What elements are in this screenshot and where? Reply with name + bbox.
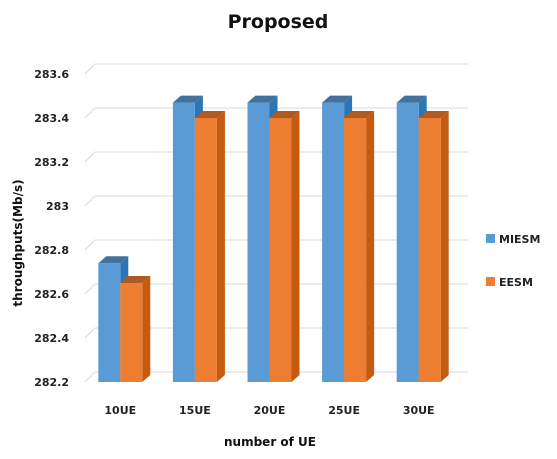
bar-side-eesm — [142, 276, 151, 382]
x-tick-label: 15UE — [179, 404, 211, 417]
y-tick-label: 282.2 — [34, 376, 69, 389]
bar-side-eesm — [440, 111, 449, 382]
gridline-depth — [84, 327, 96, 339]
bar-top-miesm — [98, 256, 129, 264]
x-tick-label: 25UE — [328, 404, 360, 417]
bar-top-miesm — [247, 95, 278, 103]
legend-swatch-miesm — [486, 234, 495, 243]
gridline-depth — [84, 63, 96, 75]
bar-miesm-10ue — [98, 263, 121, 382]
x-axis-label: number of UE — [224, 435, 316, 449]
bar-top-eesm — [418, 111, 449, 118]
x-tick-label: 20UE — [254, 404, 286, 417]
x-axis-ticks: 10UE 15UE 20UE 25UE 30UE — [104, 404, 434, 417]
bar-eesm-30ue — [418, 118, 441, 382]
y-axis-ticks: 282.2 282.4 282.6 282.8 283 283.2 283.4 283.6 — [34, 68, 69, 389]
bars — [98, 95, 449, 382]
y-tick-label: 282.6 — [34, 288, 69, 301]
x-tick-label: 30UE — [403, 404, 435, 417]
gridline-depth — [84, 107, 96, 119]
bar-side-eesm — [216, 111, 225, 382]
bar-eesm-25ue — [344, 118, 367, 382]
bar-top-eesm — [120, 276, 151, 283]
chart-title: Proposed — [228, 11, 329, 33]
bar-top-eesm — [269, 111, 300, 118]
bar-miesm-15ue — [172, 102, 195, 382]
legend-label-miesm: MIESM — [499, 233, 540, 246]
legend-label-eesm: EESM — [499, 276, 533, 289]
gridline-depth — [84, 195, 96, 207]
bar-eesm-20ue — [269, 118, 292, 382]
bar-side-eesm — [291, 111, 300, 382]
bar-top-miesm — [396, 95, 427, 103]
bar-miesm-30ue — [396, 102, 419, 382]
gridline-depth — [84, 151, 96, 163]
legend: MIESM EESM — [486, 233, 540, 289]
bar-miesm-20ue — [247, 102, 270, 382]
bar-eesm-10ue — [120, 283, 143, 382]
bar-top-eesm — [194, 111, 225, 118]
bar-top-eesm — [344, 111, 375, 118]
gridline-depth — [84, 371, 96, 383]
bar-top-miesm — [322, 95, 353, 103]
gridline-depth — [84, 283, 96, 295]
x-tick-label: 10UE — [104, 404, 136, 417]
bar-eesm-15ue — [194, 118, 217, 382]
legend-swatch-eesm — [486, 277, 495, 286]
y-tick-label: 283.2 — [34, 156, 69, 169]
y-tick-label: 283.6 — [34, 68, 69, 81]
bar-miesm-25ue — [322, 102, 345, 382]
y-tick-label: 283 — [46, 200, 69, 213]
bar-side-eesm — [366, 111, 375, 382]
bar-top-miesm — [172, 95, 203, 103]
y-tick-label: 282.4 — [34, 332, 69, 345]
y-tick-label: 283.4 — [34, 112, 69, 125]
y-tick-label: 282.8 — [34, 244, 69, 257]
gridline-depth — [84, 239, 96, 251]
y-axis-label: throughputs(Mb/s) — [11, 179, 25, 306]
